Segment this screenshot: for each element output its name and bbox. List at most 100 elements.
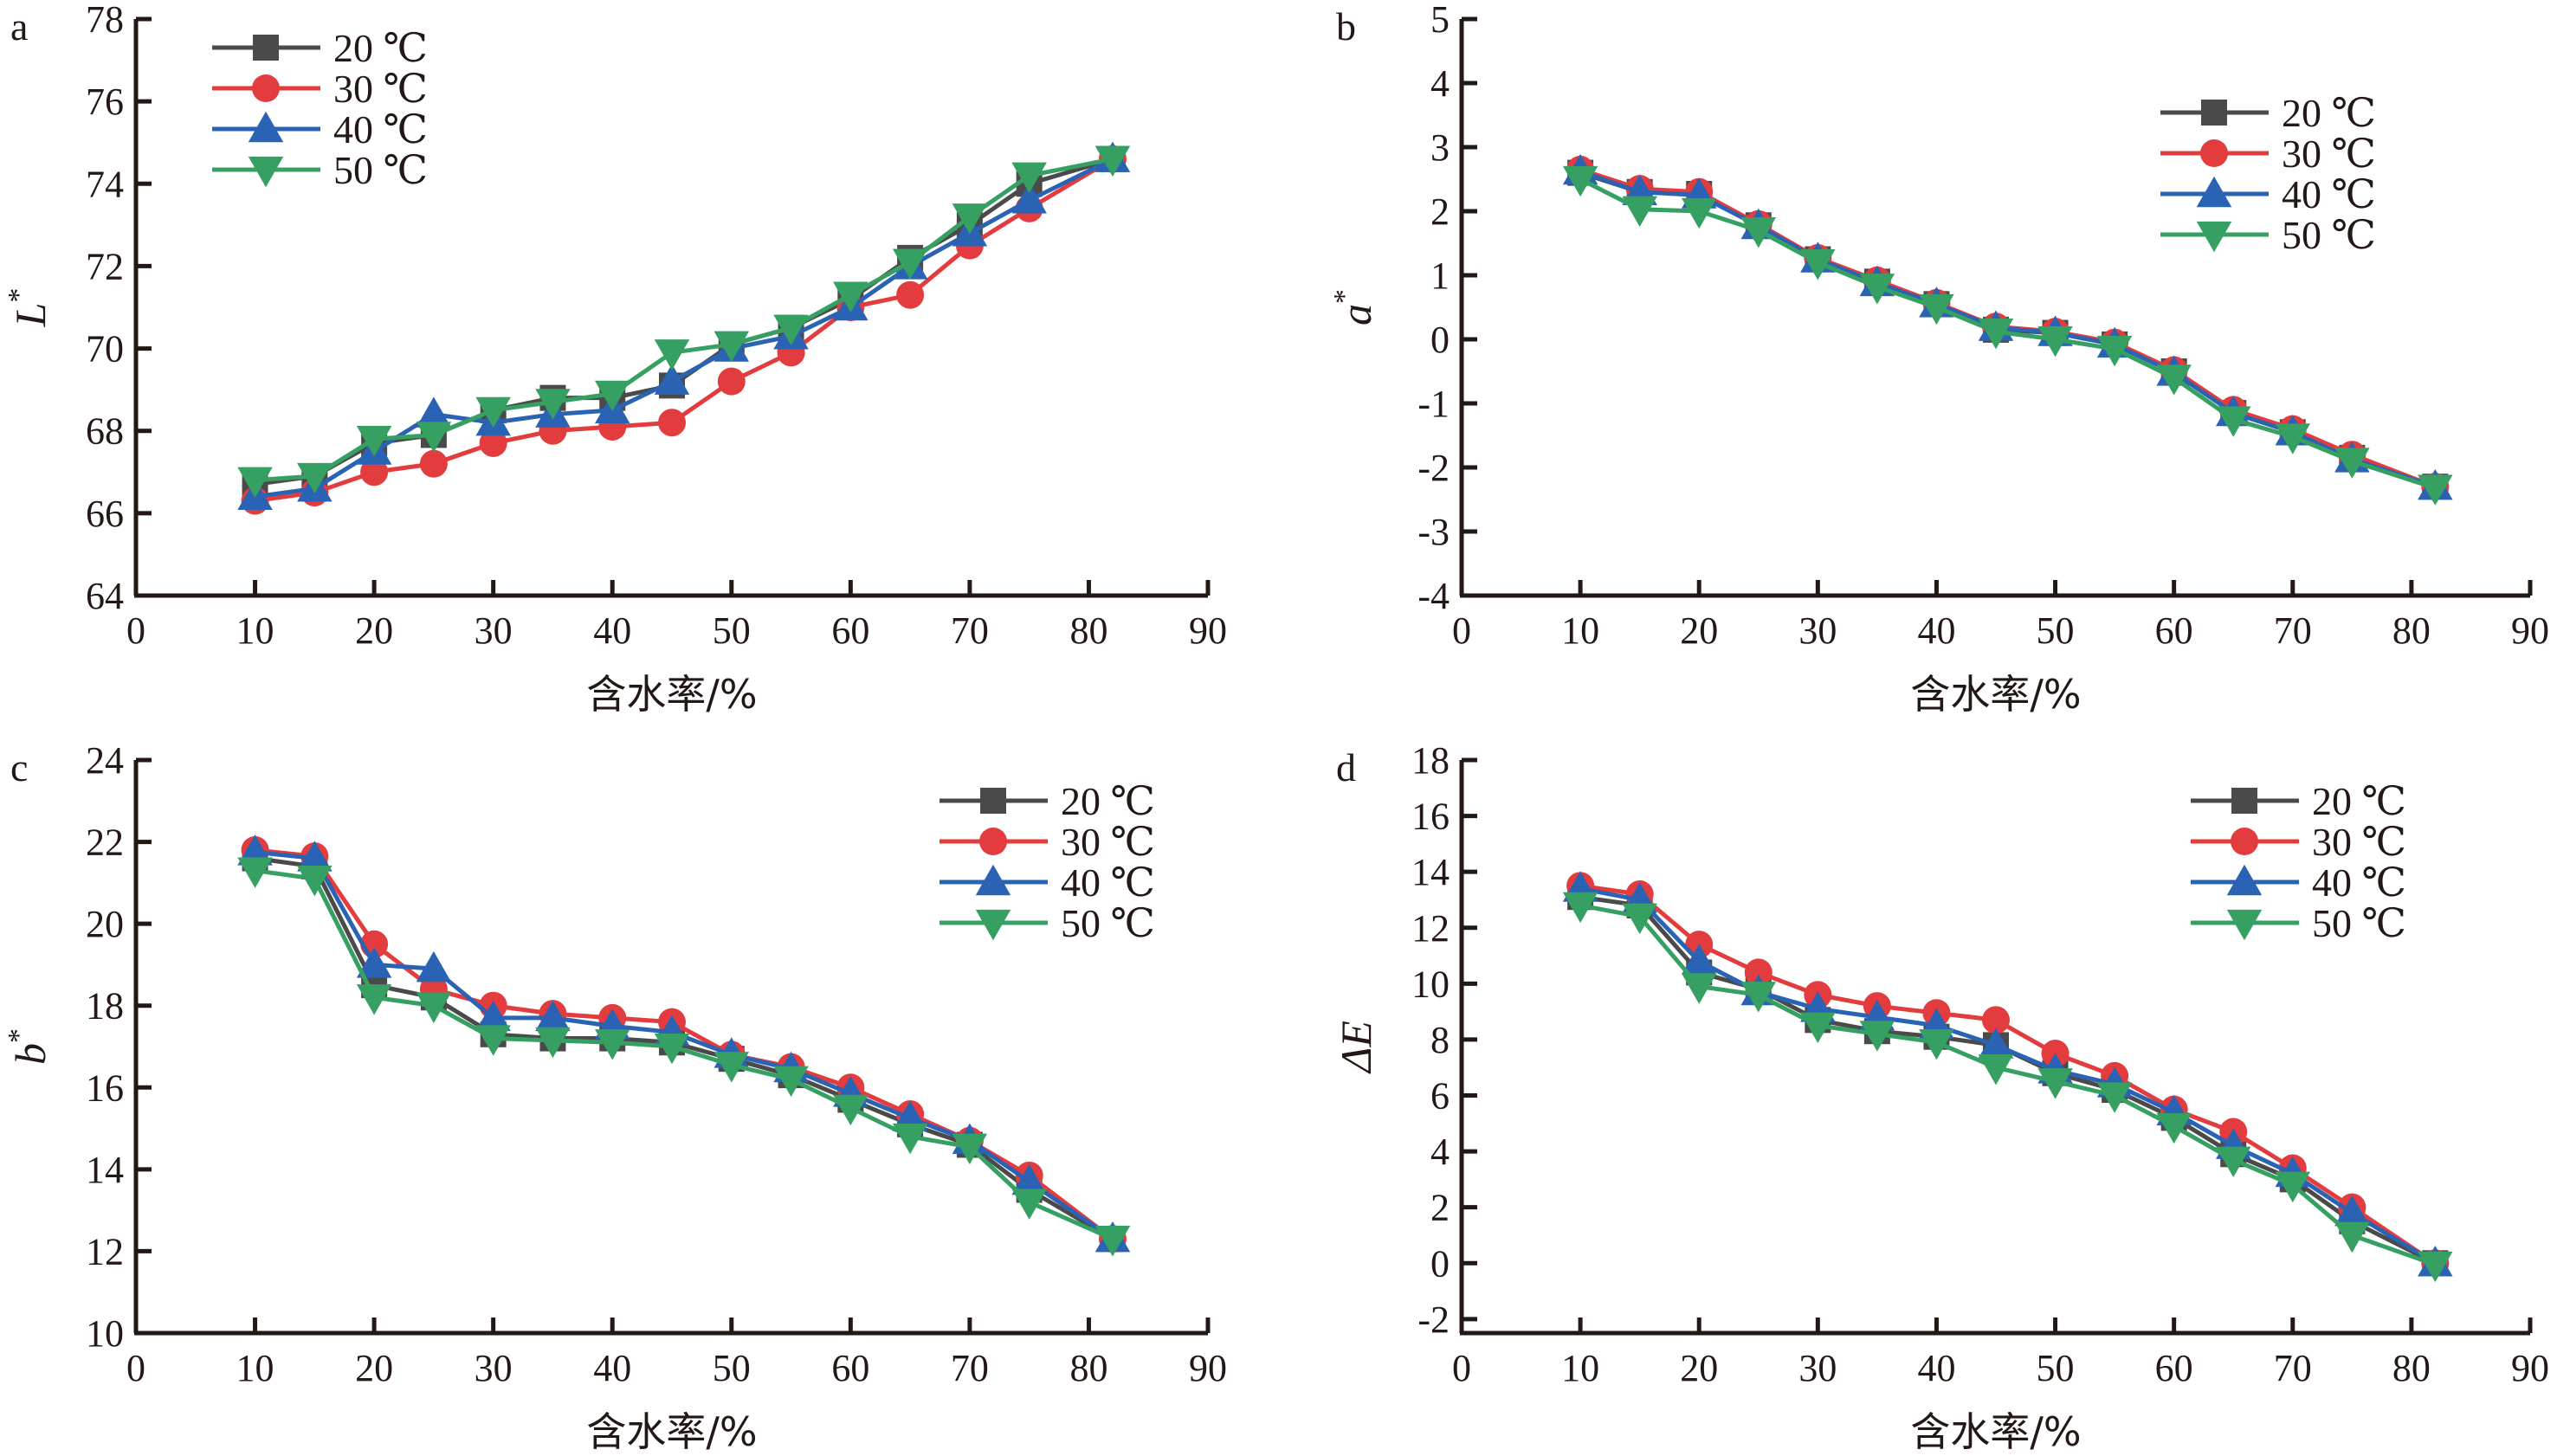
data-point: [2418, 474, 2453, 506]
y-tick-label: -3: [1417, 511, 1450, 553]
data-point: [475, 1025, 511, 1056]
legend-label: 20 ℃: [2312, 779, 2406, 823]
x-tick-label: 90: [1189, 1347, 1227, 1389]
data-point: [1800, 1012, 1836, 1044]
x-tick-label: 80: [1069, 1347, 1107, 1389]
y-tick-label: 4: [1430, 1131, 1450, 1173]
data-point: [419, 449, 448, 478]
legend-marker: [2196, 221, 2232, 253]
y-tick-label: -4: [1417, 575, 1450, 617]
data-point: [594, 1029, 630, 1060]
panel-label: d: [1336, 745, 1356, 789]
legend-marker: [2201, 100, 2227, 126]
x-tick-label: 20: [1680, 609, 1718, 652]
legend-marker: [2200, 139, 2228, 167]
y-tick-label: 18: [86, 985, 124, 1028]
y-tick-label: 0: [1430, 1242, 1450, 1285]
x-tick-label: 60: [2155, 609, 2193, 652]
y-tick-label: 10: [1411, 963, 1450, 1005]
x-tick-label: 90: [1189, 609, 1227, 652]
series-triangle-up: [237, 834, 1131, 1253]
y-tick-label: 0: [1430, 319, 1450, 361]
y-tick-label: 4: [1430, 62, 1450, 105]
data-point: [2037, 1068, 2073, 1099]
legend-marker: [980, 788, 1006, 814]
data-point: [1681, 197, 1717, 229]
data-point: [475, 396, 511, 428]
panel-label: a: [10, 4, 28, 48]
data-point: [952, 1133, 988, 1165]
data-point: [535, 389, 571, 420]
legend-marker: [2231, 788, 2257, 814]
legend-marker: [248, 156, 284, 188]
x-tick-label: 0: [126, 1347, 145, 1389]
data-point: [479, 428, 507, 457]
x-tick-label: 40: [593, 1347, 631, 1389]
y-axis-title-group: L*: [3, 288, 55, 328]
y-axis-title-main: L: [6, 303, 55, 328]
data-point: [1562, 892, 1598, 924]
data-point: [1622, 196, 1657, 228]
y-tick-label: -2: [1417, 1298, 1450, 1341]
legend-marker: [252, 74, 280, 102]
data-point: [892, 248, 928, 280]
data-point: [1919, 1028, 1954, 1060]
data-point: [237, 467, 273, 499]
data-point: [2215, 406, 2251, 437]
x-axis-title: 含水率/%: [1910, 1408, 2081, 1455]
y-axis-title-sup: *: [3, 1028, 35, 1043]
x-tick-label: 30: [1798, 1347, 1837, 1389]
y-axis-title-sup: *: [3, 288, 35, 303]
data-point: [356, 426, 392, 457]
legend: 20 ℃30 ℃40 ℃50 ℃: [940, 779, 1155, 945]
data-point: [416, 396, 452, 428]
legend-label: 20 ℃: [333, 26, 428, 70]
x-tick-label: 10: [236, 1347, 274, 1389]
y-tick-label: 64: [86, 575, 124, 617]
x-tick-label: 10: [236, 609, 274, 652]
panel-a: 64 66 68 70 72 74 76 78 0 10 20 30 40 50 60 70 80 90 a 含水率/…: [3, 0, 1227, 718]
data-point: [2156, 364, 2192, 396]
x-tick-label: 60: [2155, 1347, 2193, 1389]
y-tick-label: -1: [1417, 383, 1450, 425]
data-point: [535, 1000, 571, 1032]
data-point: [1011, 1163, 1047, 1195]
legend-marker: [2226, 909, 2263, 941]
series-triangle-down: [1562, 892, 2453, 1283]
data-point: [356, 947, 392, 978]
x-tick-label: 70: [951, 1347, 989, 1389]
x-tick-label: 30: [475, 1347, 513, 1389]
data-point: [2275, 1171, 2311, 1203]
data-point: [952, 203, 988, 235]
y-tick-label: 14: [1411, 851, 1450, 893]
legend-label: 40 ℃: [2312, 860, 2406, 905]
legend-label: 50 ℃: [333, 148, 428, 192]
data-point: [1681, 973, 1717, 1004]
y-tick-label: 3: [1430, 126, 1450, 169]
x-tick-label: 20: [1680, 1347, 1718, 1389]
y-tick-label: 74: [86, 163, 124, 205]
x-tick-label: 60: [831, 1347, 869, 1389]
y-tick-label: 70: [86, 328, 124, 370]
data-point: [237, 857, 273, 888]
panel-label: c: [10, 745, 28, 789]
x-tick-label: 10: [1561, 1347, 1599, 1389]
y-tick-label: 14: [86, 1149, 124, 1191]
data-point: [658, 409, 686, 437]
x-tick-label: 70: [2274, 609, 2312, 652]
data-point: [833, 281, 868, 312]
data-point: [1800, 249, 1836, 280]
panel-label: b: [1336, 4, 1356, 48]
legend-label: 20 ℃: [2282, 91, 2376, 135]
data-point: [1859, 1021, 1895, 1052]
legend-label: 50 ℃: [1061, 901, 1155, 945]
data-point: [475, 1000, 511, 1032]
data-point: [356, 984, 392, 1015]
data-point: [297, 462, 333, 494]
legend-label: 30 ℃: [2312, 820, 2406, 864]
x-tick-label: 50: [2037, 609, 2075, 652]
data-point: [1740, 217, 1777, 248]
data-point: [2096, 335, 2133, 367]
